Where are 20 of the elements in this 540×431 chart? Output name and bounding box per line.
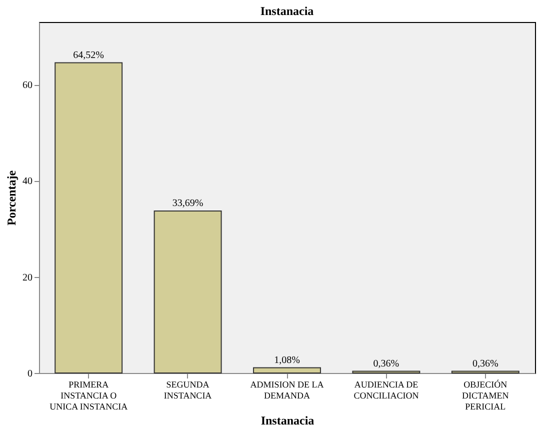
y-tick-label: 60 [22,80,32,92]
bar [253,367,321,374]
x-tick-label: AUDIENCIA DE CONCILIACION [354,380,420,400]
x-tick-label: ADMISION DE LA DEMANDA [250,380,324,400]
chart-title: Instanacia [260,4,314,18]
data-label: 64,52% [73,50,104,61]
data-label: 0,36% [373,358,400,370]
data-label: 0,36% [472,358,498,370]
x-tick-label: OBJECIÓN DICTAMEN PERICIAL [462,380,510,412]
y-tick-label: 20 [22,272,32,284]
x-tick-label: PRIMERA INSTANCIA O UNICA INSTANCIA [50,380,128,412]
x-axis-title: Instanacia [260,414,314,428]
bar [154,210,222,374]
y-tick-label: 40 [22,176,32,188]
bar [54,62,123,374]
data-label: 1,08% [274,354,300,366]
y-axis-title: Porcentaje [4,170,18,226]
x-tick-label: SEGUNDA INSTANCIA [164,380,212,400]
y-tick-label: 0 [28,368,32,380]
data-label: 33,69% [172,198,204,210]
